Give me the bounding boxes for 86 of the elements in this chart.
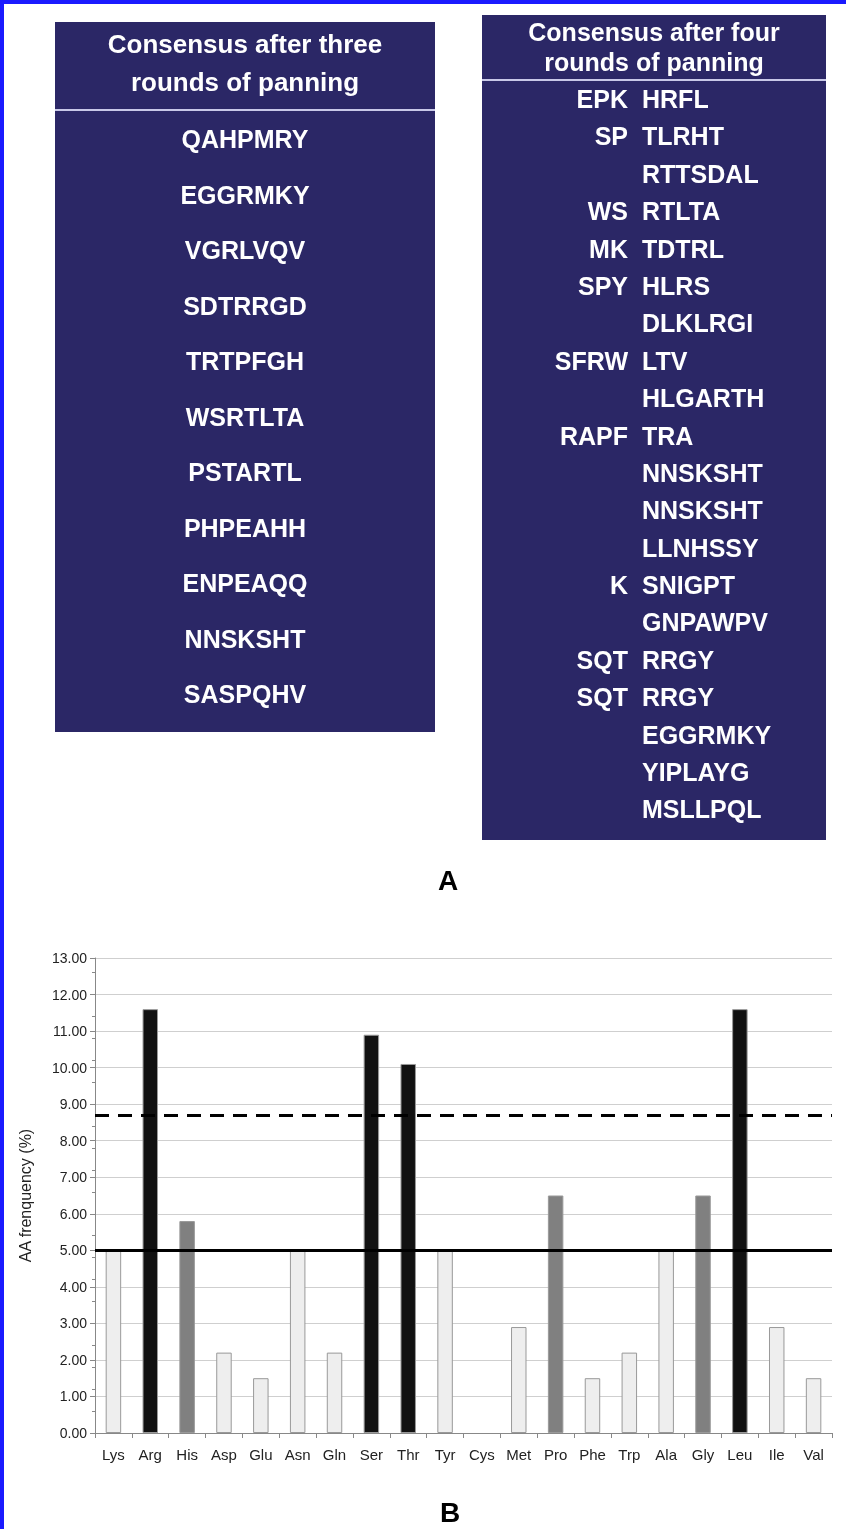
bar: [142, 1009, 159, 1433]
x-tick-label: Phe: [579, 1446, 606, 1463]
x-tick-label: Gly: [691, 1446, 715, 1463]
y-tick-label: 4.00: [59, 1278, 88, 1295]
text: PSTARTL: [187, 457, 303, 489]
bar: [400, 1063, 416, 1433]
x-tick-label: Tyr: [434, 1446, 456, 1463]
text: K SNIGPT: [608, 570, 736, 602]
text: RTTSDAL: [642, 158, 759, 190]
bar: [105, 1250, 122, 1433]
bar: [511, 1327, 527, 1433]
text: GNPAWPV: [642, 607, 768, 639]
bar: [363, 1034, 380, 1433]
y-tick-label: 11.00: [53, 1023, 88, 1040]
y-tick-label: 6.00: [59, 1205, 88, 1222]
x-tick-label: Cys: [469, 1446, 495, 1463]
y-tick-label: 5.00: [59, 1242, 88, 1259]
y-tick-label: 13.00: [51, 950, 88, 966]
bar: [216, 1352, 232, 1433]
text: SQT RRGY: [575, 682, 715, 714]
y-tick-label: 2.00: [59, 1351, 88, 1368]
y-tick-label: 3.00: [59, 1315, 88, 1332]
bar: [768, 1327, 785, 1433]
bar: [289, 1250, 306, 1433]
y-tick-label: 1.00: [59, 1388, 88, 1405]
text: MSLLPQL: [642, 794, 762, 826]
x-tick-label: His: [176, 1446, 198, 1463]
text: NNSKSHT: [183, 623, 307, 655]
bar: [658, 1250, 674, 1433]
text: WSRTLTA: [184, 401, 306, 433]
text: VGRLVQV: [183, 235, 307, 267]
text: YIPLAYG: [642, 757, 750, 789]
text: WS RTLTA: [586, 196, 721, 228]
text: SP TLRHT: [593, 121, 724, 153]
y-tick-label: 8.00: [59, 1132, 88, 1149]
x-tick-label: Glu: [249, 1446, 273, 1463]
x-tick-label: Asn: [284, 1446, 311, 1463]
text: Consensus after three rounds of panning: [55, 22, 435, 112]
x-tick-label: Asp: [211, 1446, 237, 1463]
y-tick-label: 9.00: [59, 1096, 88, 1113]
x-tick-label: Thr: [396, 1446, 420, 1463]
y-axis-title: AA frenquency (%): [16, 1128, 34, 1263]
bar: [437, 1250, 453, 1433]
bar: [326, 1352, 343, 1433]
x-tick-label: Trp: [618, 1446, 641, 1463]
x-tick-label: Pro: [543, 1446, 568, 1463]
x-tick-label: Val: [803, 1446, 824, 1463]
bar: [584, 1378, 601, 1433]
text: NNSKSHT: [642, 495, 763, 527]
text: QAHPMRY: [180, 124, 310, 156]
text: EGGRMKY: [179, 179, 311, 211]
text: NNSKSHT: [642, 457, 763, 489]
text: PHPEAHH: [182, 512, 308, 544]
text: HLGARTH: [642, 383, 765, 415]
text: Consensus after four rounds of panning: [482, 15, 826, 81]
text: SPY HLRS: [576, 270, 711, 302]
bar: [253, 1378, 269, 1433]
x-tick-label: Leu: [727, 1446, 753, 1463]
text: MK TDTRL: [588, 233, 724, 265]
text: LLNHSSY: [642, 532, 759, 564]
x-tick-label: Ala: [655, 1446, 678, 1463]
y-tick-label: 10.00: [51, 1059, 88, 1076]
bar: [621, 1352, 638, 1433]
x-tick-label: Met: [506, 1446, 533, 1463]
text: SQT RRGY: [575, 644, 715, 676]
text: EPK HRFL: [575, 84, 709, 115]
text: EGGRMKY: [642, 719, 772, 751]
x-tick-label: Lys: [102, 1446, 125, 1463]
text: RAPF TRA: [558, 420, 694, 452]
text: SDTRRGD: [182, 290, 308, 322]
text: A: [438, 865, 459, 897]
y-tick-label: 12.00: [51, 986, 88, 1003]
x-tick-label: Arg: [138, 1446, 162, 1463]
text: SASPQHV: [182, 679, 308, 711]
x-tick-label: Gln: [322, 1446, 347, 1463]
bar: [732, 1009, 748, 1433]
text: ENPEAQQ: [181, 568, 309, 600]
x-tick-label: Ser: [359, 1446, 384, 1463]
x-tick-label: Ile: [768, 1446, 785, 1463]
bar: [805, 1378, 822, 1433]
text: DLKLRGI: [642, 308, 754, 340]
y-tick-label: 0.00: [59, 1425, 88, 1441]
text: B: [440, 1496, 461, 1528]
text: SFRW LTV: [553, 345, 688, 377]
text: TRTPFGH: [184, 346, 305, 378]
y-tick-label: 7.00: [59, 1169, 88, 1186]
